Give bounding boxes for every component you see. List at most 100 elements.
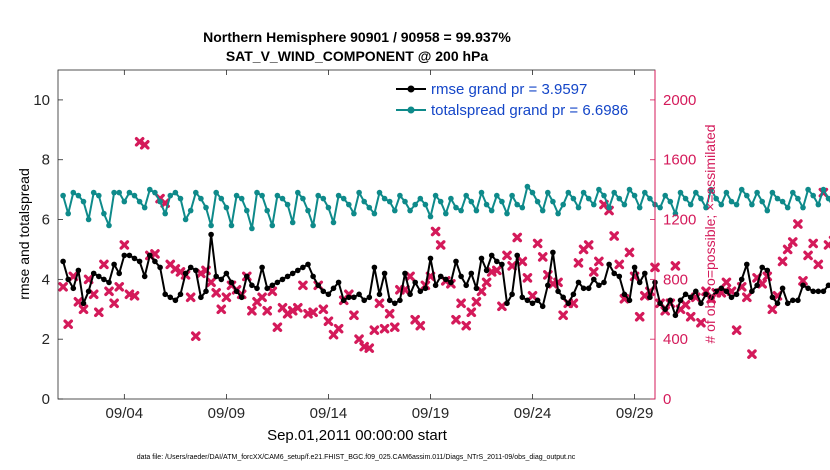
rmse-point [427,255,434,262]
rmse-point [524,297,531,304]
obs-x-stroke-2 [354,334,364,344]
rmse-point [254,285,260,292]
totalspread-point [504,210,510,217]
obs-x-stroke-2 [492,265,502,276]
rmse-point [596,282,602,289]
rmse-point [106,279,112,286]
obs-assimilated-point [573,258,584,268]
obs-x-stroke-2 [221,292,232,303]
y-left-tick-label: 2 [42,331,50,348]
rmse-point [335,279,342,286]
obs-x-stroke-2 [415,320,426,331]
rmse-point [585,285,592,292]
obs-assimilated-point [624,247,635,258]
rmse-point [667,297,674,304]
obs-x-stroke-2 [782,244,793,255]
totalspread-point [386,198,393,205]
obs-x-stroke-2 [456,298,466,309]
obs-x-stroke-2 [318,304,329,315]
totalspread-point [315,192,322,199]
obs-x-stroke-2 [823,241,830,250]
obs-assimilated-point [808,238,818,249]
totalspread-point [478,189,485,196]
rmse-point [545,282,551,289]
totalspread-point [448,195,454,202]
obs-x-stroke-2 [558,310,568,321]
rmse-point [611,270,617,277]
obs-assimilated-point [185,292,196,303]
totalspread-point [708,186,714,193]
obs-x-stroke-2 [634,311,645,322]
totalspread-point [698,195,704,202]
rmse-point [723,288,730,295]
rmse-point [376,291,383,298]
totalspread-point [677,189,684,196]
totalspread-point [320,195,327,202]
rmse-point [320,288,327,295]
obs-x-stroke-2 [573,258,584,268]
obs-x-stroke-2 [537,252,548,262]
totalspread-point [223,204,230,211]
obs-x-stroke-2 [298,280,308,291]
data-file-footer: data file: /Users/raeder/DAI/ATM_forcXX/… [137,454,576,461]
totalspread-point [381,195,388,202]
obs-x-stroke-2 [747,349,757,359]
rmse-point [228,279,235,286]
obs-assimilated-point [782,244,793,255]
obs-assimilated-point [384,308,395,319]
y-axis-left-label: rmse and totalspread [16,168,32,300]
totalspread-point [453,204,459,211]
obs-x-stroke-2 [216,304,227,315]
obs-x-stroke-2 [680,299,691,310]
obs-x-stroke-2 [58,282,68,292]
rmse-point [550,249,556,256]
legend-spread-marker [407,106,415,114]
rmse-point [448,279,454,286]
totalspread-point [361,198,368,205]
obs-x-stroke-2 [308,307,318,318]
totalspread-point [238,195,245,202]
totalspread-point [631,192,638,199]
obs-x-stroke-2 [257,292,267,303]
obs-x-stroke-2 [614,259,625,270]
rmse-point [713,288,719,295]
totalspread-point [738,186,745,193]
obs-x-stroke-2 [384,308,395,319]
totalspread-point [289,219,296,226]
obs-x-stroke-2 [696,317,706,328]
rmse-point [764,267,771,274]
obs-assimilated-point [747,349,757,359]
totalspread-point [147,186,153,193]
totalspread-point [371,210,378,217]
rmse-point [458,273,464,280]
obs-x-stroke-2 [517,256,528,267]
totalspread-point [111,189,117,196]
totalspread-point [534,198,541,205]
rmse-point [453,258,459,265]
rmse-point [519,294,526,301]
rmse-point [779,285,786,292]
obs-x-stroke-2 [369,325,380,336]
rmse-point [75,267,82,274]
y-left-tick-label: 0 [42,391,50,408]
obs-x-stroke-2 [522,273,533,283]
rmse-point [744,261,750,268]
obs-assimilated-point [537,252,548,262]
totalspread-point [305,207,311,214]
totalspread-point [274,192,281,199]
rmse-point [233,288,240,295]
rmse-point [141,273,148,280]
obs-x-stroke-2 [277,302,288,313]
totalspread-point [295,189,301,196]
obs-x-stroke-2 [451,314,461,325]
obs-x-stroke-2 [349,310,359,321]
totalspread-point [693,189,699,196]
obs-x-stroke-2 [568,298,579,309]
obs-assimilated-point [609,231,619,241]
obs-assimilated-point [150,249,160,259]
obs-x-stroke-2 [512,232,523,243]
obs-x-stroke-2 [206,277,216,288]
rmse-point [147,252,153,259]
totalspread-point [412,201,419,208]
legend: rmse grand pr = 3.9597 totalspread grand… [396,81,628,119]
